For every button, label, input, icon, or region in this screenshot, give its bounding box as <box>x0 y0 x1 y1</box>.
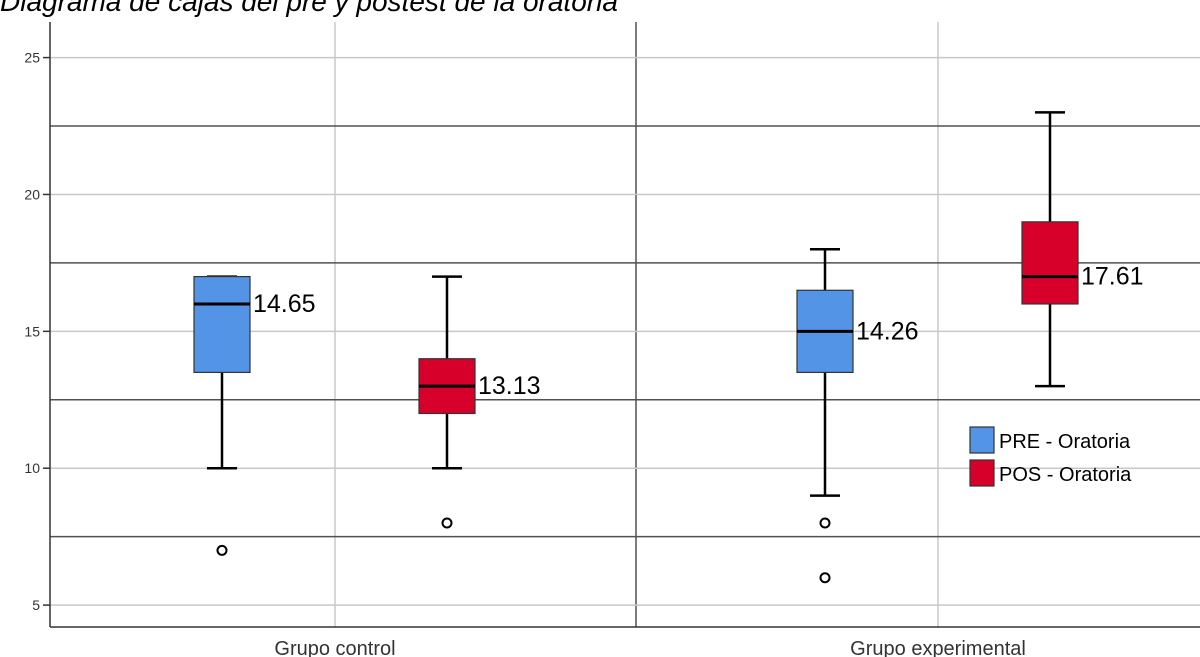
legend-label: PRE - Oratoria <box>999 431 1131 453</box>
median-annotation: 13.13 <box>478 372 541 400</box>
outlier-point <box>819 517 831 529</box>
x-tick-label: Grupo experimental <box>850 638 1026 657</box>
outlier-point <box>819 572 831 584</box>
box-body <box>1021 221 1079 305</box>
median-annotation: 14.65 <box>253 290 316 318</box>
legend: PRE - Oratoria POS - Oratoria <box>969 426 1132 487</box>
legend-swatch <box>969 426 995 454</box>
box-pre: 14.65 <box>193 275 316 556</box>
x-axis: Grupo control Grupo experimental <box>50 626 1200 657</box>
box-pos: 17.61 <box>1021 111 1144 388</box>
chart-title: Diagrama de cajas del pre y postest de l… <box>0 0 618 17</box>
outlier-point <box>216 544 228 556</box>
x-tick-label: Grupo control <box>274 638 395 657</box>
legend-label: POS - Oratoria <box>999 464 1132 486</box>
median-annotation: 14.26 <box>856 317 919 345</box>
legend-swatch <box>969 459 995 487</box>
y-tick-label: 15 <box>24 323 40 339</box>
y-tick-label: 25 <box>24 50 40 66</box>
y-axis: 5 10 15 20 25 <box>24 22 51 627</box>
box-series: 14.65 14.26 13.13 17.61 <box>193 111 1144 584</box>
median-annotation: 17.61 <box>1081 263 1144 291</box>
y-tick-label: 20 <box>24 186 40 202</box>
y-tick-label: 10 <box>24 460 40 476</box>
grid-lines <box>50 22 1200 627</box>
box-body <box>193 275 251 374</box>
y-tick-label: 5 <box>32 597 40 613</box>
box-pre: 14.26 <box>796 247 919 584</box>
outlier-point <box>441 517 453 529</box>
box-pos: 13.13 <box>418 275 541 529</box>
